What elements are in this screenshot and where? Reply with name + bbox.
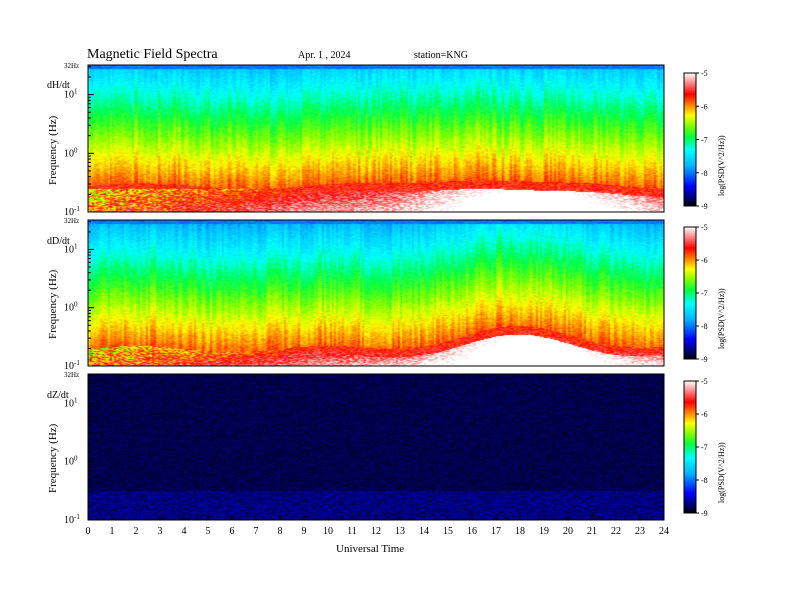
x-tick-label: 0 (86, 526, 91, 537)
x-tick-label: 11 (347, 526, 357, 537)
x-tick-label: 20 (563, 526, 573, 537)
colorbar-label: log(PSD(V^2/Hz)) (717, 442, 726, 503)
x-tick-label: 3 (158, 526, 163, 537)
x-tick-label: 24 (659, 526, 669, 537)
x-tick-label: 16 (467, 526, 477, 537)
colorbar-tick-label: -6 (701, 256, 708, 265)
colorbar-tick-label: -8 (701, 476, 708, 485)
x-tick-label: 6 (230, 526, 235, 537)
colorbar-gradient (683, 72, 697, 207)
x-axis: 0 1 2 3 4 5 6 7 8 9 10 11 12 13 14 15 16 17 18 19 20 21 22 23 24 (86, 515, 669, 537)
spectrogram-dz (88, 374, 664, 520)
top-freq-label: 32Hz (64, 62, 79, 70)
x-tick-label: 14 (419, 526, 429, 537)
colorbar-gradient (683, 226, 697, 360)
component-label: dH/dt (47, 80, 70, 91)
colorbar-gradient (683, 380, 697, 514)
colorbar-dd: -5 -6 -7 -8 -9 log(PSD(V^2/Hz)) (683, 223, 726, 364)
colorbar-tick-label: -9 (701, 202, 708, 211)
x-tick-label: 13 (395, 526, 405, 537)
colorbar-tick-label: -9 (701, 355, 708, 364)
x-tick-label: 1 (110, 526, 115, 537)
colorbar-dh: -5 -6 -7 -8 -9 log(PSD(V^2/Hz)) (683, 69, 726, 211)
colorbar-dz: -5 -6 -7 -8 -9 log(PSD(V^2/Hz)) (683, 377, 726, 518)
y-tick-label: 100 (64, 146, 78, 159)
component-label: dD/dt (47, 236, 70, 247)
x-tick-label: 21 (587, 526, 597, 537)
top-freq-label: 32Hz (64, 371, 79, 379)
colorbar-tick-label: -7 (701, 289, 708, 298)
spectrogram-dh (88, 65, 664, 212)
y-tick-label: 101 (64, 242, 78, 255)
date-label: Apr. 1 , 2024 (298, 50, 351, 61)
y-axis-label: Frequency (Hz) (47, 269, 59, 339)
panel-frame (87, 219, 665, 367)
top-freq-label: 32Hz (64, 217, 79, 225)
spectrogram-dd (88, 220, 664, 366)
y-tick-label: 100 (64, 455, 78, 468)
x-tick-label: 18 (515, 526, 525, 537)
colorbar-tick-label: -5 (701, 223, 708, 232)
colorbar-tick-label: -6 (701, 102, 708, 111)
x-tick-label: 17 (491, 526, 501, 537)
colorbar-tick-label: -5 (701, 69, 708, 78)
colorbar-tick-label: -7 (701, 136, 708, 145)
y-tick-label: 101 (64, 396, 78, 409)
x-tick-label: 4 (182, 526, 187, 537)
y-axis-label: Frequency (Hz) (47, 423, 59, 493)
x-tick-label: 22 (611, 526, 621, 537)
station-label: station=KNG (414, 50, 468, 61)
x-tick-label: 19 (539, 526, 549, 537)
y-tick-label: 100 (64, 301, 78, 314)
colorbar-tick-label: -8 (701, 322, 708, 331)
panel-dz: dZ/dt 32Hz Frequency (Hz) 101 100 10-1 (47, 371, 665, 526)
chart-title: Magnetic Field Spectra (87, 47, 218, 62)
x-tick-label: 9 (302, 526, 307, 537)
colorbar-tick-label: -6 (701, 410, 708, 419)
x-tick-label: 5 (206, 526, 211, 537)
x-axis-label: Universal Time (336, 543, 404, 555)
colorbar-tick-label: -5 (701, 377, 708, 386)
y-axis-label: Frequency (Hz) (47, 115, 59, 185)
panel-frame (87, 64, 665, 213)
colorbar-label: log(PSD(V^2/Hz)) (717, 288, 726, 349)
colorbar-tick-label: -9 (701, 509, 708, 518)
y-tick-label: 101 (64, 88, 78, 101)
colorbar-tick-label: -7 (701, 443, 708, 452)
x-tick-label: 12 (371, 526, 381, 537)
x-tick-label: 15 (443, 526, 453, 537)
y-tick-label: 10-1 (64, 513, 80, 526)
colorbar-label: log(PSD(V^2/Hz)) (717, 135, 726, 196)
component-label: dZ/dt (47, 390, 69, 401)
x-tick-label: 7 (254, 526, 259, 537)
x-tick-label: 10 (323, 526, 333, 537)
x-tick-label: 2 (134, 526, 139, 537)
colorbar-tick-label: -8 (701, 169, 708, 178)
x-tick-label: 8 (278, 526, 283, 537)
x-tick-label: 23 (635, 526, 645, 537)
